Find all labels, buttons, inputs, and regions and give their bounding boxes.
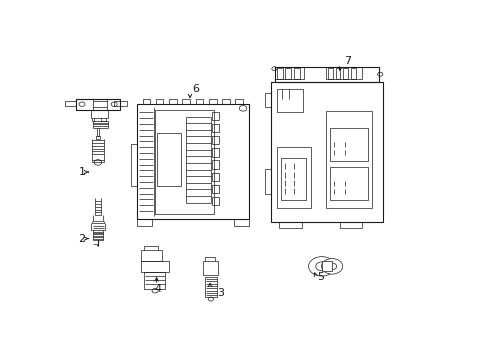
Bar: [137, 104, 248, 219]
Bar: [277, 147, 311, 208]
Bar: [275, 67, 379, 82]
Bar: [208, 99, 216, 104]
Bar: [329, 128, 367, 161]
Bar: [222, 99, 229, 104]
Text: 3: 3: [216, 288, 224, 298]
Bar: [350, 68, 355, 79]
Text: 5: 5: [317, 273, 324, 283]
Bar: [321, 261, 331, 271]
Bar: [205, 278, 217, 297]
Bar: [327, 68, 332, 79]
Bar: [155, 110, 213, 214]
Bar: [156, 133, 181, 186]
Text: 7: 7: [343, 56, 350, 66]
Bar: [142, 99, 150, 104]
Bar: [326, 67, 362, 79]
Bar: [211, 136, 218, 144]
Bar: [235, 99, 243, 104]
Text: 6: 6: [192, 84, 199, 94]
Circle shape: [321, 258, 342, 274]
Bar: [211, 185, 218, 193]
Bar: [211, 112, 218, 120]
Bar: [277, 89, 302, 112]
Text: 2: 2: [78, 234, 85, 244]
Bar: [211, 197, 218, 205]
Bar: [141, 250, 161, 261]
Text: 1: 1: [78, 167, 85, 177]
Bar: [137, 219, 152, 226]
Bar: [293, 68, 299, 79]
Bar: [335, 68, 340, 79]
Bar: [156, 99, 163, 104]
Bar: [343, 68, 347, 79]
Bar: [233, 219, 248, 226]
Bar: [195, 99, 203, 104]
Bar: [277, 68, 282, 79]
Bar: [280, 158, 305, 200]
Bar: [211, 124, 218, 132]
Bar: [141, 261, 169, 272]
Bar: [203, 261, 218, 275]
Bar: [169, 99, 176, 104]
Bar: [211, 173, 218, 181]
Bar: [271, 82, 383, 222]
Bar: [285, 68, 290, 79]
Text: 4: 4: [154, 284, 161, 293]
Bar: [182, 99, 189, 104]
Bar: [144, 272, 165, 288]
Bar: [211, 161, 218, 169]
Bar: [275, 67, 303, 79]
Bar: [326, 111, 371, 208]
Circle shape: [308, 257, 334, 276]
Bar: [329, 167, 367, 200]
Bar: [211, 148, 218, 157]
